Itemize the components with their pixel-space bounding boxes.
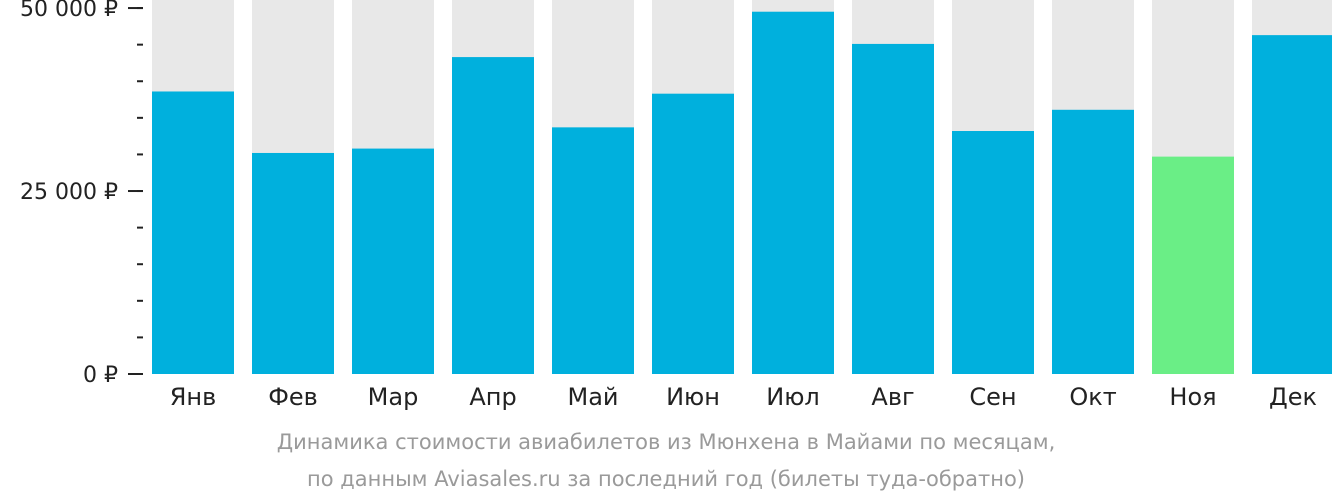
bar-6	[652, 93, 734, 374]
bar-4	[452, 57, 534, 374]
x-axis: Янв Фев Мар Апр Май Июн Июл Авг Сен Окт Ноя Дек	[170, 383, 1317, 411]
x-tick-label: Мар	[368, 383, 419, 411]
x-tick-label: Окт	[1069, 383, 1116, 411]
x-tick-label: Апр	[469, 383, 516, 411]
bar-8	[852, 43, 934, 375]
bar-9	[952, 131, 1034, 374]
bar-2	[252, 152, 334, 374]
x-tick-label: Сен	[969, 383, 1016, 411]
bar-11	[1152, 156, 1234, 374]
data-bars	[152, 11, 1332, 375]
y-tick-label: 0 ₽	[83, 363, 118, 388]
x-tick-label: Дек	[1269, 383, 1317, 411]
bar-7	[752, 11, 834, 375]
chart-caption-line-1: Динамика стоимости авиабилетов из Мюнхен…	[276, 430, 1056, 454]
y-tick-label: 25 000 ₽	[20, 180, 118, 205]
x-tick-label: Янв	[170, 383, 217, 411]
bar-5	[552, 127, 634, 374]
x-tick-label: Июн	[666, 383, 720, 411]
x-tick-label: Ноя	[1169, 383, 1216, 411]
bar-10	[1052, 109, 1134, 375]
x-tick-label: Авг	[871, 383, 914, 411]
bar-12	[1252, 35, 1332, 375]
x-tick-label: Фев	[268, 383, 318, 411]
y-axis: 0 ₽ 25 000 ₽ 50 000 ₽	[20, 0, 143, 388]
bar-1	[152, 91, 234, 375]
x-tick-label: Июл	[766, 383, 820, 411]
chart-caption-line-2: по данным Aviasales.ru за последний год …	[307, 467, 1025, 491]
bar-chart: 0 ₽ 25 000 ₽ 50 000 ₽ Янв Фев Мар Апр Май Июн Ию…	[20, 0, 1332, 411]
y-tick-label: 50 000 ₽	[20, 0, 118, 22]
bar-3	[352, 148, 434, 374]
x-tick-label: Май	[567, 383, 618, 411]
